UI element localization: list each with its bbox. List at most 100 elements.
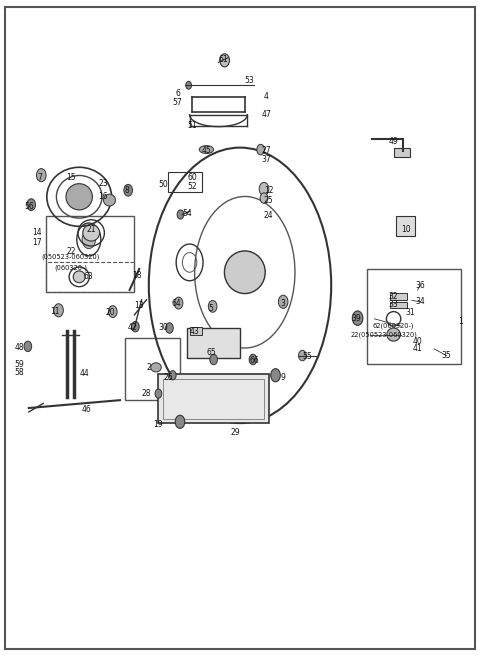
Text: 23: 23 — [98, 179, 108, 188]
Text: (060320-): (060320-) — [55, 264, 87, 271]
Circle shape — [257, 144, 264, 155]
Text: 43: 43 — [190, 327, 199, 336]
Text: 20: 20 — [106, 308, 115, 318]
Circle shape — [169, 371, 176, 380]
Text: 29: 29 — [230, 428, 240, 438]
Text: 33: 33 — [389, 300, 398, 309]
Text: 42: 42 — [127, 323, 137, 333]
Text: 55: 55 — [302, 352, 312, 361]
Text: 14: 14 — [33, 228, 42, 237]
Text: 47: 47 — [262, 110, 271, 119]
Circle shape — [210, 354, 217, 365]
Circle shape — [260, 193, 268, 203]
Text: 48: 48 — [14, 343, 24, 352]
Text: 18: 18 — [132, 271, 142, 280]
Bar — [158, 374, 269, 423]
Text: 15: 15 — [66, 173, 76, 182]
Text: 50: 50 — [158, 180, 168, 190]
Text: 17: 17 — [33, 238, 42, 247]
Circle shape — [174, 297, 183, 309]
Text: 61: 61 — [218, 54, 228, 64]
Text: 39: 39 — [351, 314, 361, 323]
Text: 5: 5 — [209, 304, 214, 313]
Text: 37: 37 — [262, 155, 271, 164]
Circle shape — [166, 323, 173, 333]
Text: 3: 3 — [281, 299, 286, 308]
Text: 24: 24 — [264, 211, 274, 220]
Ellipse shape — [83, 224, 100, 241]
Text: 19: 19 — [154, 420, 163, 429]
Circle shape — [108, 306, 117, 318]
Text: 66: 66 — [250, 356, 259, 365]
Circle shape — [220, 54, 229, 67]
Ellipse shape — [104, 194, 115, 206]
Ellipse shape — [352, 311, 363, 325]
Circle shape — [175, 415, 185, 428]
Text: 21: 21 — [86, 225, 96, 234]
Text: (050523-060320): (050523-060320) — [42, 254, 100, 260]
Text: 13: 13 — [134, 300, 144, 310]
Bar — [390, 293, 407, 300]
Bar — [125, 338, 180, 400]
Text: 6: 6 — [175, 89, 180, 98]
Text: 26: 26 — [163, 373, 173, 382]
Text: 64: 64 — [172, 298, 181, 308]
Text: 58: 58 — [14, 368, 24, 377]
Circle shape — [124, 184, 132, 196]
Text: 36: 36 — [415, 281, 425, 290]
Text: 4: 4 — [264, 92, 269, 101]
Circle shape — [299, 350, 306, 361]
Bar — [46, 262, 134, 292]
Text: 51: 51 — [187, 121, 197, 131]
Circle shape — [278, 295, 288, 308]
Text: 10: 10 — [401, 225, 410, 234]
Text: 12: 12 — [264, 186, 274, 195]
Text: 16: 16 — [98, 192, 108, 201]
Bar — [367, 269, 461, 364]
Bar — [46, 216, 134, 292]
Text: 52: 52 — [187, 182, 197, 192]
Ellipse shape — [224, 251, 265, 294]
Bar — [190, 327, 202, 335]
Text: 46: 46 — [82, 405, 91, 415]
Text: 2: 2 — [146, 363, 151, 372]
Text: 35: 35 — [442, 351, 451, 360]
Circle shape — [177, 210, 184, 219]
Circle shape — [271, 369, 280, 382]
Text: 28: 28 — [142, 389, 151, 398]
Text: 31: 31 — [406, 308, 415, 318]
Circle shape — [186, 81, 192, 89]
Text: 9: 9 — [281, 373, 286, 382]
Circle shape — [27, 199, 36, 211]
Bar — [187, 328, 240, 358]
Text: 57: 57 — [173, 98, 182, 108]
Text: 1: 1 — [458, 317, 463, 326]
Text: 65: 65 — [206, 348, 216, 358]
Text: 27: 27 — [262, 146, 271, 155]
Text: 22: 22 — [66, 247, 76, 256]
Text: 8: 8 — [125, 186, 130, 195]
Circle shape — [54, 304, 63, 317]
Text: 59: 59 — [14, 359, 24, 369]
Circle shape — [24, 341, 32, 352]
Bar — [390, 302, 407, 308]
Text: 32: 32 — [389, 292, 398, 301]
Text: 34: 34 — [415, 297, 425, 306]
Text: 22(050523-060320): 22(050523-060320) — [350, 331, 418, 338]
Bar — [394, 148, 410, 157]
Text: 30: 30 — [158, 323, 168, 333]
Text: 54: 54 — [182, 209, 192, 218]
Text: 53: 53 — [245, 76, 254, 85]
Text: 45: 45 — [202, 146, 211, 155]
Text: 11: 11 — [50, 307, 60, 316]
Ellipse shape — [82, 230, 96, 249]
Ellipse shape — [199, 146, 214, 154]
Text: 62(060320-): 62(060320-) — [373, 323, 414, 329]
Text: 40: 40 — [413, 337, 422, 346]
Circle shape — [208, 300, 217, 312]
Text: 44: 44 — [79, 369, 89, 379]
Text: 63: 63 — [84, 272, 94, 281]
Text: 60: 60 — [187, 173, 197, 182]
Bar — [168, 172, 202, 192]
Text: 41: 41 — [413, 344, 422, 354]
